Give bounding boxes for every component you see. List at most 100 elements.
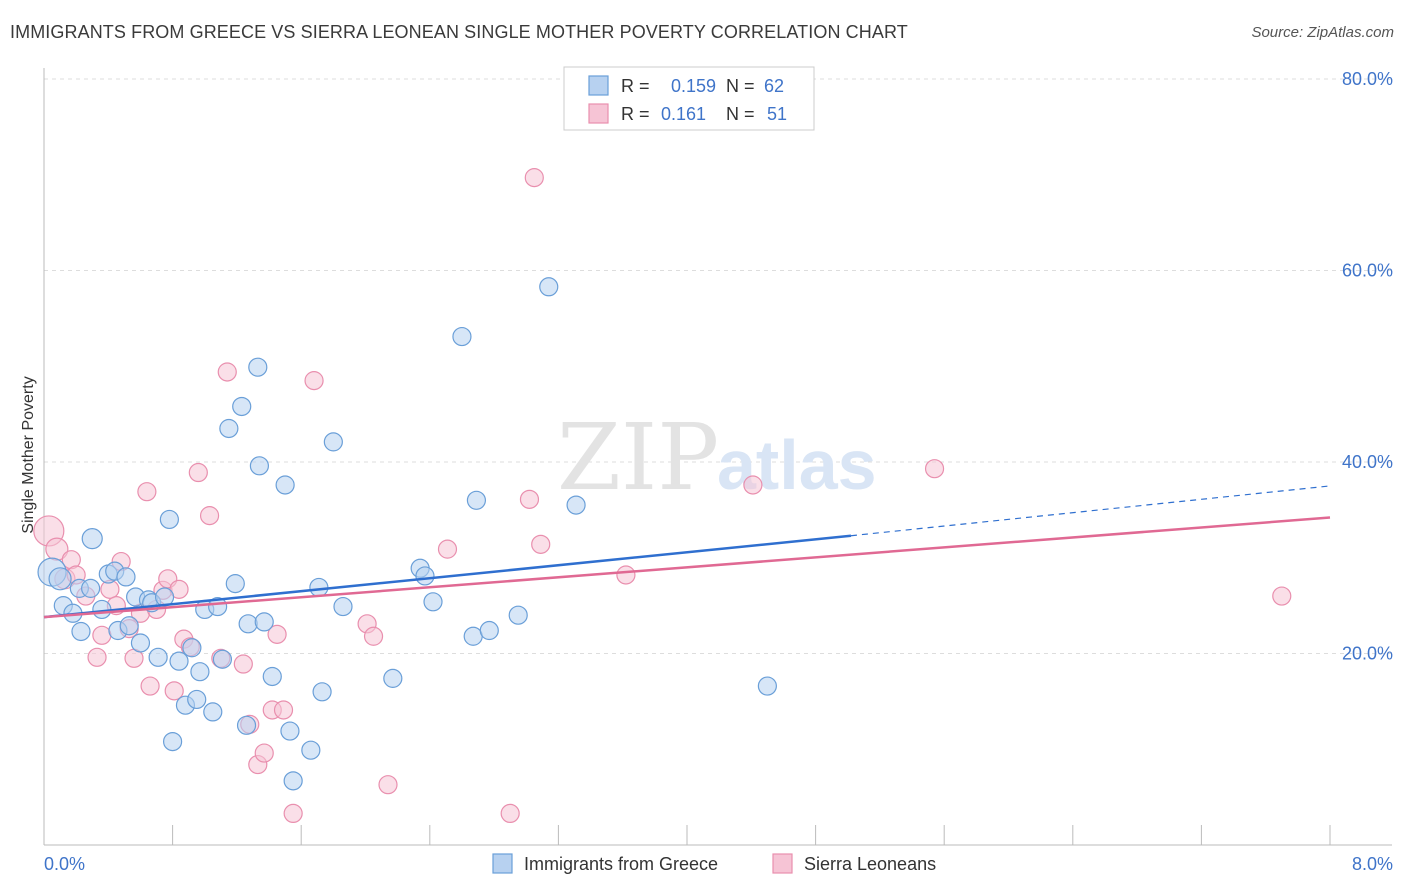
sierra-point [92,625,112,645]
sierra-point [283,803,303,824]
watermark: ZIP atlas [557,404,877,511]
legend-top-r-label-2: R = [621,104,650,124]
sierra-point [524,168,544,188]
sierra-point [616,565,636,585]
sierra-point [254,743,274,763]
greece-point [190,662,210,682]
sierra-trendline [43,516,1331,619]
legend-top-swatch-greece [588,75,609,96]
greece-point [508,605,528,625]
greece-point [232,396,252,417]
greece-point [236,715,257,735]
greece-point [466,490,487,510]
trend-layer [43,485,1331,619]
greece-point [81,527,103,550]
greece-point [225,574,245,594]
sierra-point [519,489,540,509]
y-axis-label: Single Mother Poverty [20,376,37,533]
sierra-point [199,506,220,526]
greece-point [238,614,258,634]
legend-top-swatch-sierra [588,103,609,124]
greece-point [187,689,207,710]
grid-layer [44,78,1392,654]
sierra-point [378,775,398,795]
sierra-point [140,676,160,696]
sierra-point [924,459,945,479]
greece-point [312,682,332,702]
x-tick-label-start: 0.0% [44,854,85,874]
greece-point [301,740,321,760]
legend-top-n-value-2: 51 [767,104,787,124]
sierra-point [188,462,208,483]
greece-point [463,626,483,646]
chart-title: IMMIGRANTS FROM GREECE VS SIERRA LEONEAN… [10,22,908,42]
legend-bottom: Immigrants from Greece Sierra Leoneans [492,853,936,874]
legend-top-n-value-1: 62 [764,76,784,96]
greece-trendline [43,534,852,619]
y-tick-label: 60.0% [1342,261,1393,281]
greece-point [309,577,329,598]
sierra-point [1272,586,1292,606]
legend-swatch-greece [492,853,513,874]
sierra-point [267,624,287,644]
greece-point [163,731,183,752]
greece-point [116,567,136,587]
sierra-point [233,654,253,674]
sierra-point [217,362,237,382]
legend-top-n-label-2: N = [726,104,755,124]
greece-point [757,676,777,696]
x-tick-label-end: 8.0% [1352,854,1393,874]
y-tick-label: 40.0% [1342,452,1393,472]
axes-layer: 20.0% 40.0% 60.0% 80.0% 0.0% 8.0% [43,68,1393,874]
greece-point [182,638,202,658]
legend-top-r-label-1: R = [621,76,650,96]
greece-point [423,592,443,612]
greece-points [37,277,777,791]
greece-point [71,621,91,642]
legend-label-greece: Immigrants from Greece [524,854,718,874]
y-tick-label: 20.0% [1342,644,1393,664]
greece-point [280,721,300,741]
greece-point [479,620,499,641]
greece-point [148,647,168,667]
legend-top: R = 0.159 N = 62 R = 0.161 N = 51 [563,66,815,131]
greece-point [262,666,282,687]
y-tick-label: 80.0% [1342,69,1393,89]
greece-point [249,456,270,476]
sierra-point [137,482,157,502]
sierra-point [743,475,763,495]
greece-point [203,702,223,722]
greece-point [81,578,101,598]
legend-top-r-value-1: 0.159 [671,76,716,96]
legend-top-n-label-1: N = [726,76,755,96]
greece-point [323,432,343,452]
greece-trendline-extension [850,485,1331,537]
sierra-point [87,647,107,667]
greece-point [130,633,151,653]
greece-point [212,649,233,669]
source-label: Source: ZipAtlas.com [1251,24,1394,41]
greece-point [219,418,239,439]
sierra-point [437,539,458,559]
watermark-atlas: atlas [717,426,877,504]
greece-point [169,651,189,671]
sierra-point [531,534,551,554]
greece-point [415,566,435,586]
greece-point [452,326,472,347]
greece-point [48,567,72,591]
greece-point [275,475,295,495]
greece-point [254,612,274,632]
legend-swatch-sierra [772,853,793,874]
sierra-point [273,700,294,720]
sierra-point [363,626,384,646]
sierra-point [164,681,184,701]
legend-top-r-value-2: 0.161 [661,104,706,124]
greece-point [566,495,586,515]
greece-point [333,596,353,617]
greece-point [383,668,403,688]
greece-point [283,771,303,791]
sierra-point [304,371,324,391]
sierra-point [500,803,520,824]
greece-point [248,357,268,377]
